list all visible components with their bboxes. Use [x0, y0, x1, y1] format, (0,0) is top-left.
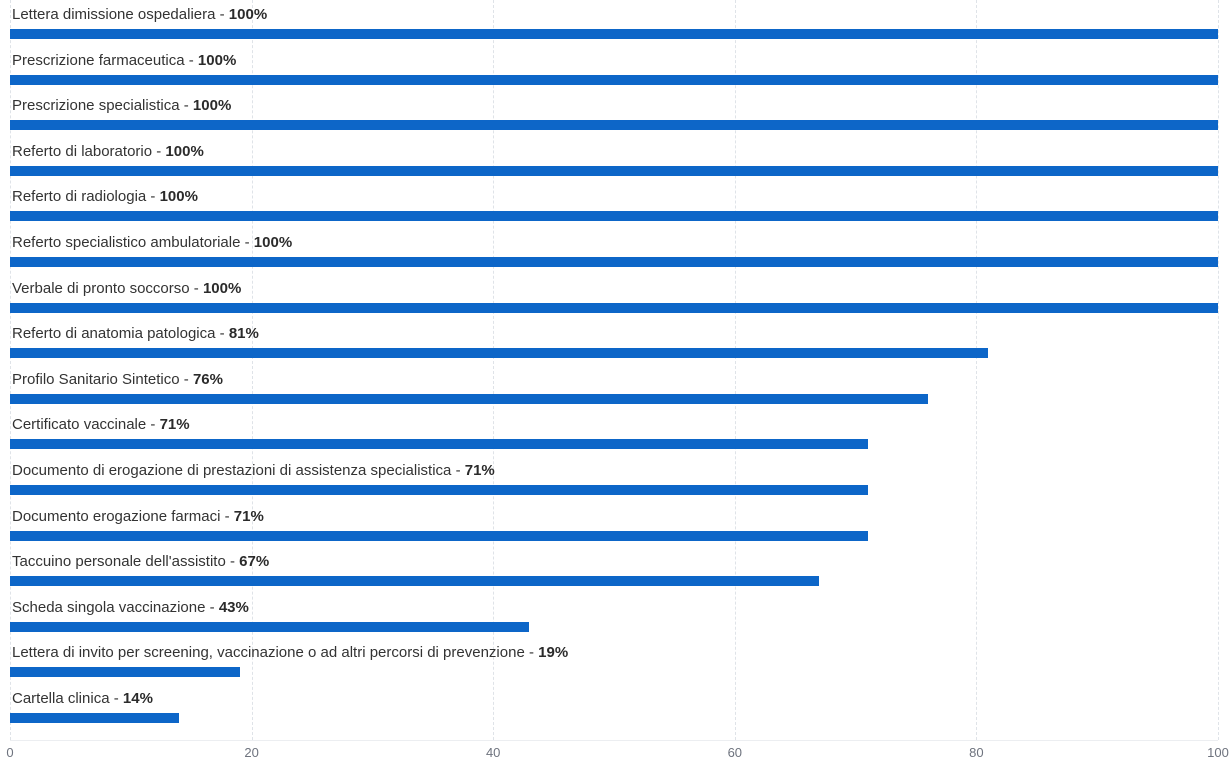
category-name: Lettera dimissione ospedaliera — [12, 6, 216, 23]
bar[interactable] — [10, 393, 929, 404]
bar-label: Certificato vaccinale - 71% — [12, 417, 190, 433]
gridline — [976, 0, 978, 740]
category-name: Cartella clinica — [12, 690, 110, 707]
category-value: 71% — [233, 507, 264, 525]
bar[interactable] — [10, 621, 530, 632]
gridline — [734, 0, 736, 740]
category-name: Profilo Sanitario Sintetico — [12, 370, 180, 388]
label-separator: - — [205, 598, 219, 616]
gridline — [251, 0, 253, 740]
bar[interactable] — [10, 257, 1218, 267]
category-value: 76% — [192, 370, 223, 388]
bar-label: Prescrizione farmaceutica - 100% — [12, 51, 237, 69]
label-separator: - — [524, 644, 539, 662]
x-tick-label: 0 — [6, 745, 14, 760]
label-separator: - — [215, 325, 229, 343]
category-name: Certificato vaccinale — [12, 416, 147, 434]
gridline — [10, 0, 11, 740]
category-name: Referto di radiologia — [12, 188, 147, 206]
category-value: 81% — [228, 325, 259, 343]
label-separator: - — [146, 188, 160, 206]
label-separator: - — [184, 51, 198, 69]
bar[interactable] — [10, 530, 868, 541]
category-name: Verbale di pronto soccorso — [12, 279, 190, 297]
bar[interactable] — [10, 302, 1218, 313]
gridline — [493, 0, 495, 740]
bar[interactable] — [10, 74, 1218, 85]
category-value: 67% — [239, 553, 270, 571]
category-name: Prescrizione farmaceutica — [12, 51, 185, 69]
bar-label: Lettera dimissione ospedaliera - 100% — [12, 7, 267, 23]
label-separator: - — [220, 507, 234, 525]
bar[interactable] — [10, 439, 868, 450]
bar-label: Referto specialistico ambulatoriale - 10… — [12, 235, 292, 251]
category-value: 14% — [122, 690, 153, 707]
label-separator: - — [225, 553, 240, 571]
bar[interactable] — [10, 211, 1218, 222]
label-separator: - — [451, 462, 465, 479]
bar[interactable] — [10, 576, 820, 587]
bar[interactable] — [10, 29, 1218, 39]
bar-label: Lettera di invito per screening, vaccina… — [12, 645, 568, 661]
bar-label: Taccuino personale dell'assistito - 67% — [12, 554, 269, 570]
bar[interactable] — [10, 348, 989, 359]
bar[interactable] — [10, 667, 240, 678]
label-separator: - — [240, 234, 254, 251]
bar-label: Scheda singola vaccinazione - 43% — [12, 598, 249, 616]
category-name: Documento erogazione farmaci — [12, 507, 221, 525]
label-separator: - — [146, 416, 160, 434]
bar-label: Verbale di pronto soccorso - 100% — [12, 279, 242, 297]
label-separator: - — [109, 690, 123, 707]
bar-label: Referto di radiologia - 100% — [12, 189, 198, 205]
category-value: 100% — [165, 142, 204, 160]
gridline — [1218, 0, 1219, 740]
category-name: Prescrizione specialistica — [12, 97, 180, 115]
plot-area: Lettera dimissione ospedaliera - 100% Pre… — [10, 0, 1219, 741]
bar-label: Referto di anatomia patologica - 81% — [12, 326, 259, 342]
bar-label: Cartella clinica - 14% — [12, 691, 153, 707]
category-name: Lettera di invito per screening, vaccina… — [12, 644, 525, 662]
category-name: Referto specialistico ambulatoriale — [12, 234, 241, 251]
category-value: 100% — [159, 188, 198, 206]
x-tick-label: 100 — [1207, 745, 1229, 760]
category-value: 43% — [218, 598, 249, 616]
bar[interactable] — [10, 485, 868, 495]
bar[interactable] — [10, 120, 1218, 131]
category-name: Referto di anatomia patologica — [12, 325, 216, 343]
bar-label: Documento di erogazione di prestazioni d… — [12, 463, 495, 479]
category-value: 100% — [228, 6, 268, 23]
x-tick-label: 20 — [244, 745, 259, 760]
category-name: Documento di erogazione di prestazioni d… — [12, 462, 452, 479]
x-axis: 0 20 40 60 80 100 — [6, 742, 1228, 768]
bar-label: Documento erogazione farmaci - 71% — [12, 507, 264, 525]
label-separator: - — [179, 370, 193, 388]
bar[interactable] — [10, 713, 180, 723]
bar-label: Referto di laboratorio - 100% — [12, 142, 204, 160]
category-name: Taccuino personale dell'assistito — [12, 553, 226, 571]
category-value: 100% — [253, 234, 293, 251]
category-value: 100% — [197, 51, 237, 69]
category-value: 100% — [202, 279, 242, 297]
category-value: 19% — [538, 644, 569, 662]
x-tick-label: 40 — [485, 745, 501, 760]
category-value: 71% — [159, 416, 190, 434]
label-separator: - — [215, 6, 229, 23]
category-value: 71% — [464, 462, 495, 479]
category-name: Referto di laboratorio — [12, 142, 153, 160]
bar-label: Prescrizione specialistica - 100% — [12, 98, 231, 114]
label-separator: - — [152, 142, 166, 160]
bar[interactable] — [10, 165, 1218, 176]
x-tick-label: 80 — [969, 745, 984, 760]
bar-label: Profilo Sanitario Sintetico - 76% — [12, 370, 223, 388]
x-tick-label: 60 — [727, 745, 743, 760]
category-name: Scheda singola vaccinazione — [12, 598, 206, 616]
label-separator: - — [189, 279, 203, 297]
label-separator: - — [179, 97, 193, 115]
category-value: 100% — [192, 97, 232, 115]
